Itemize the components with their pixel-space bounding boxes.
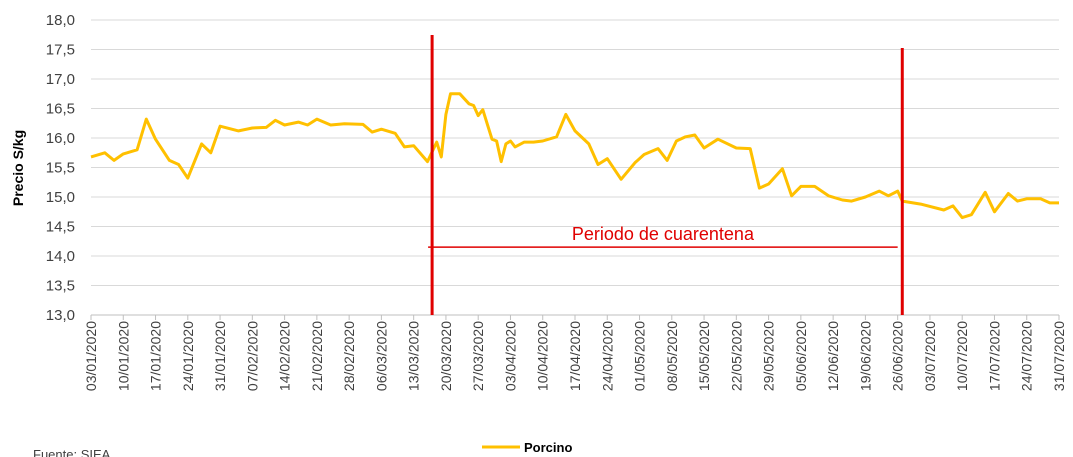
x-tick-label: 05/06/2020 — [793, 321, 809, 391]
x-tick-label: 19/06/2020 — [857, 321, 873, 391]
x-tick-label: 15/05/2020 — [696, 321, 712, 391]
annotation-text: Periodo de cuarentena — [572, 224, 755, 244]
x-tick-label: 03/04/2020 — [502, 321, 518, 391]
source-note: Fuente: SIEA — [33, 447, 111, 457]
y-tick-label: 13,0 — [46, 307, 75, 324]
x-tick-label: 10/04/2020 — [535, 321, 551, 391]
x-tick-label: 17/07/2020 — [986, 321, 1002, 391]
x-tick-label: 14/02/2020 — [277, 321, 293, 391]
y-tick-label: 13,5 — [46, 278, 75, 295]
y-tick-label: 16,0 — [46, 130, 75, 147]
x-tick-label: 22/05/2020 — [728, 321, 744, 391]
x-tick-label: 21/02/2020 — [309, 321, 325, 391]
x-tick-label: 17/01/2020 — [148, 321, 164, 391]
x-tick-label: 10/07/2020 — [954, 321, 970, 391]
x-tick-label: 03/01/2020 — [83, 321, 99, 391]
x-tick-label: 01/05/2020 — [632, 321, 648, 391]
y-tick-label: 18,0 — [46, 12, 75, 29]
series-line — [90, 92, 1059, 220]
y-tick-label: 14,0 — [46, 248, 75, 265]
x-tick-label: 28/02/2020 — [341, 321, 357, 391]
x-tick-label: 20/03/2020 — [438, 321, 454, 391]
x-tick-label: 12/06/2020 — [825, 321, 841, 391]
y-tick-label: 15,0 — [46, 189, 75, 206]
x-tick-label: 27/03/2020 — [470, 321, 486, 391]
y-tick-label: 17,0 — [46, 71, 75, 88]
y-axis-label: Precio S/kg — [10, 130, 26, 206]
y-tick-label: 14,5 — [46, 219, 75, 236]
x-tick-label: 10/01/2020 — [115, 321, 131, 391]
x-tick-label: 07/02/2020 — [244, 321, 260, 391]
legend-label: Porcino — [524, 440, 572, 455]
x-tick-label: 08/05/2020 — [664, 321, 680, 391]
x-tick-label: 13/03/2020 — [406, 321, 422, 391]
x-tick-label: 26/06/2020 — [890, 321, 906, 391]
x-tick-label: 03/07/2020 — [922, 321, 938, 391]
y-tick-label: 17,5 — [46, 42, 75, 59]
x-tick-label: 31/07/2020 — [1051, 321, 1067, 391]
x-tick-label: 24/04/2020 — [599, 321, 615, 391]
x-tick-label: 31/01/2020 — [212, 321, 228, 391]
x-tick-label: 24/07/2020 — [1019, 321, 1035, 391]
x-tick-label: 29/05/2020 — [761, 321, 777, 391]
x-tick-label: 17/04/2020 — [567, 321, 583, 391]
y-tick-label: 15,5 — [46, 160, 75, 177]
x-tick-label: 06/03/2020 — [373, 321, 389, 391]
x-tick-label: 24/01/2020 — [180, 321, 196, 391]
y-tick-label: 16,5 — [46, 101, 75, 118]
